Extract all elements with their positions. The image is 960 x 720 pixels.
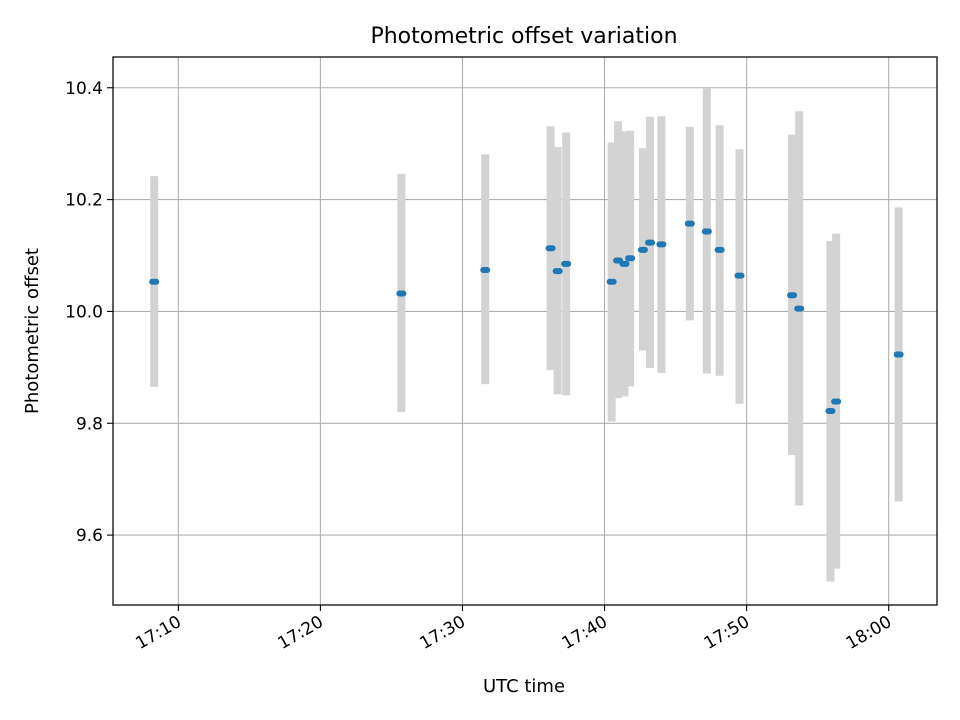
data-point	[625, 255, 636, 262]
data-point	[480, 267, 491, 274]
data-point	[831, 398, 842, 405]
data-point	[149, 278, 160, 285]
data-point	[714, 246, 725, 253]
data-point	[552, 268, 563, 275]
data-point	[656, 241, 667, 248]
y-axis-title: Photometric offset	[22, 248, 43, 414]
plot-frame	[112, 56, 938, 606]
data-point	[701, 228, 712, 235]
x-axis-title: UTC time	[483, 676, 565, 697]
y-tick-label: 9.8	[76, 414, 103, 434]
y-tick-label: 10.2	[65, 191, 103, 211]
data-point	[893, 351, 904, 358]
data-point	[545, 245, 556, 252]
y-tick-label: 10.4	[65, 79, 103, 99]
data-point	[794, 305, 805, 312]
y-tick-label: 9.6	[76, 526, 103, 546]
data-point	[684, 220, 695, 227]
data-point	[396, 290, 407, 297]
data-point	[561, 260, 572, 267]
data-point	[645, 239, 656, 246]
data-points	[149, 220, 904, 414]
data-point	[825, 407, 836, 414]
data-point	[619, 260, 630, 267]
data-point	[606, 278, 617, 285]
data-point	[787, 292, 798, 299]
data-point	[637, 246, 648, 253]
data-point	[734, 272, 745, 279]
y-tick-label: 10.0	[65, 302, 103, 322]
chart-title: Photometric offset variation	[370, 24, 677, 49]
